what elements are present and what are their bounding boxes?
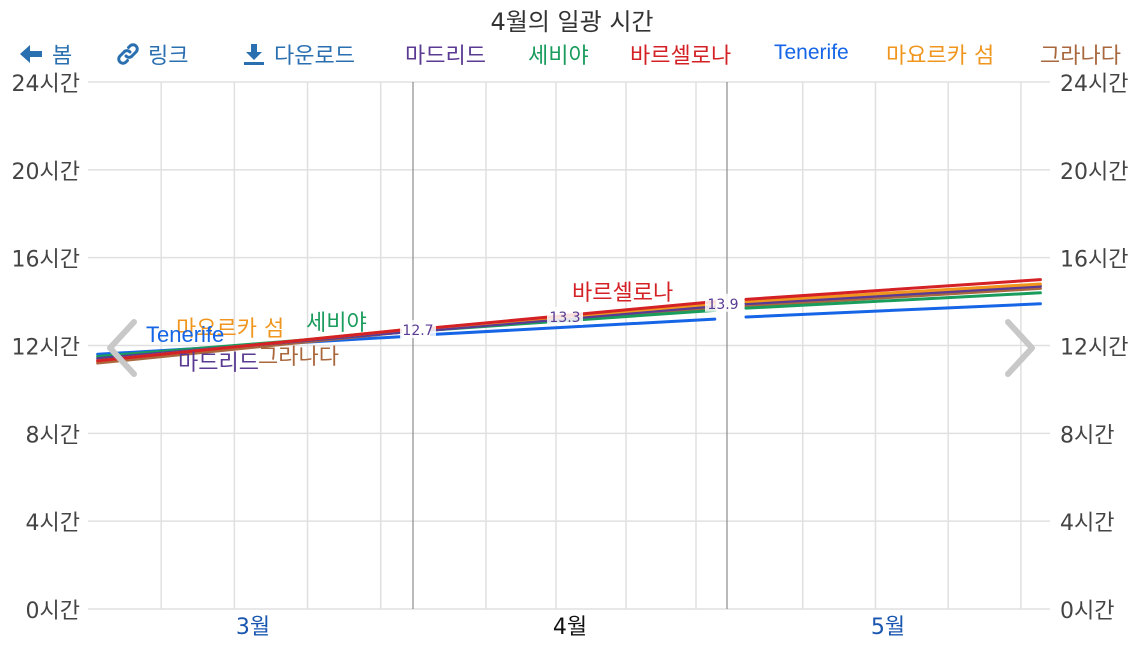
data-label: 13.9 — [707, 297, 738, 313]
legend-tenerife[interactable]: Tenerife — [774, 41, 849, 64]
series-line-2-0 — [96, 328, 402, 363]
back-button-label: 봄 — [52, 44, 73, 69]
legend-seville[interactable]: 세비야 — [528, 44, 589, 69]
y-tick-label-right: 0시간 — [1060, 599, 1114, 624]
series-line-2-2 — [744, 278, 1042, 301]
y-tick-label-left: 24시간 — [12, 72, 80, 97]
x-month-label: 3월 — [236, 615, 270, 640]
series-annotation: 마요르카 섬 — [176, 317, 284, 342]
prev-month-button[interactable] — [104, 318, 140, 378]
toolbar: 봄 링크 다운로드 마드리드 세비야 바르셀로나 Tenerife 마요르카 섬… — [0, 38, 1144, 70]
chevron-right-icon — [1005, 319, 1035, 377]
y-tick-label-left: 16시간 — [12, 248, 80, 273]
series-line-3-2 — [744, 302, 1042, 319]
series-annotation: 바르셀로나 — [572, 281, 673, 306]
download-button[interactable]: 다운로드 — [242, 38, 355, 70]
legend-madrid[interactable]: 마드리드 — [405, 44, 486, 69]
download-icon — [242, 42, 266, 66]
series-annotation: Tenerife — [146, 322, 224, 347]
series-annotation: 세비야 — [306, 311, 367, 336]
link-button-label: 링크 — [148, 44, 189, 69]
series-line-5-2 — [744, 286, 1042, 308]
series-annotation: 그라나다 — [258, 345, 339, 370]
series-line-1-2 — [744, 291, 1042, 310]
legend-barcelona[interactable]: 바르셀로나 — [630, 44, 732, 69]
data-label: 12.7 — [402, 323, 433, 339]
legend-mallorca[interactable]: 마요르카 섬 — [886, 44, 995, 69]
y-tick-label-left: 12시간 — [12, 336, 80, 361]
x-month-label: 5월 — [871, 615, 905, 640]
y-tick-label-right: 16시간 — [1060, 248, 1128, 273]
x-month-label: 4월 — [553, 615, 587, 640]
series-annotation: 마드리드 — [178, 351, 259, 376]
next-month-button[interactable] — [1002, 318, 1038, 378]
y-tick-label-left: 8시간 — [26, 423, 80, 448]
back-button[interactable]: 봄 — [18, 38, 72, 70]
link-icon — [116, 42, 140, 66]
series-line-4-2 — [744, 282, 1042, 304]
y-tick-label-right: 4시간 — [1060, 511, 1114, 536]
chart-title: 4월의 일광 시간 — [490, 8, 654, 36]
data-label-bg — [705, 293, 741, 312]
arrow-left-icon — [18, 43, 44, 65]
series-line-3-1 — [429, 317, 717, 337]
chevron-left-icon — [107, 319, 137, 377]
data-label: 13.3 — [549, 310, 580, 326]
data-label-bg — [547, 306, 583, 325]
y-tick-label-left: 0시간 — [26, 599, 80, 624]
y-tick-label-right: 24시간 — [1060, 72, 1128, 97]
legend-granada[interactable]: 그라나다 — [1040, 44, 1121, 69]
link-button[interactable]: 링크 — [116, 38, 188, 70]
y-tick-label-left: 4시간 — [26, 511, 80, 536]
y-tick-label-right: 20시간 — [1060, 160, 1128, 185]
y-tick-label-right: 8시간 — [1060, 423, 1114, 448]
y-tick-label-left: 20시간 — [12, 160, 80, 185]
download-button-label: 다운로드 — [274, 44, 355, 69]
data-label-bg — [400, 320, 436, 339]
y-tick-label-right: 12시간 — [1060, 336, 1128, 361]
series-line-0-2 — [744, 284, 1042, 306]
